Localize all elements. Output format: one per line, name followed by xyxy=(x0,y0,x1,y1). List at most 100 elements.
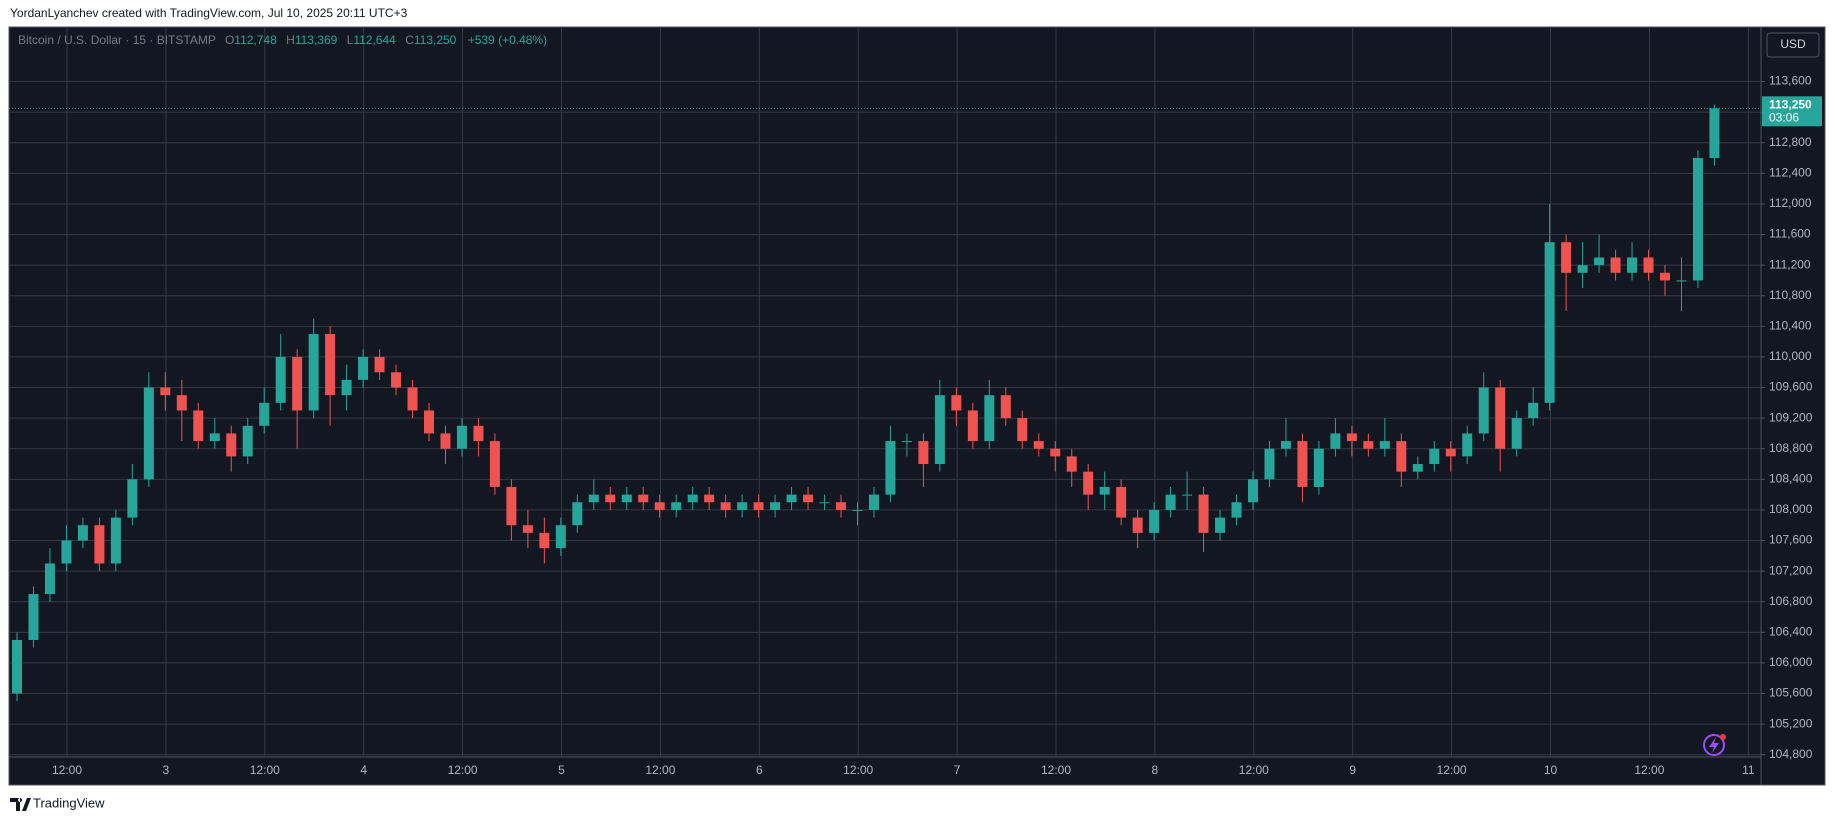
candle-body xyxy=(621,494,632,503)
candle-body xyxy=(358,356,369,380)
legend-value: 113,250 xyxy=(414,33,457,47)
x-tick-label: 12:00 xyxy=(448,763,478,777)
candle-body xyxy=(1627,257,1638,273)
candle-body xyxy=(638,494,649,503)
candle-body xyxy=(1248,479,1258,503)
candle-body xyxy=(1149,509,1160,533)
candle-body xyxy=(803,494,814,503)
x-tick-label: 8 xyxy=(1152,763,1159,777)
legend: Bitcoin / U.S. Dollar · 15 · BITSTAMP O 1… xyxy=(18,33,547,47)
x-tick-label: 3 xyxy=(163,763,170,777)
candle-body xyxy=(1264,448,1275,480)
legend-symbol: Bitcoin / U.S. Dollar · 15 · BITSTAMP xyxy=(18,33,216,47)
x-tick-label: 12:00 xyxy=(645,763,675,777)
y-tick-label: 112,800 xyxy=(1769,135,1812,149)
tv-logo-mark xyxy=(10,798,31,811)
candle-body xyxy=(1511,418,1522,449)
candle-body xyxy=(1297,441,1308,487)
y-tick-label: 108,000 xyxy=(1769,502,1813,516)
candle-body xyxy=(1660,272,1670,281)
candle-body xyxy=(1050,448,1061,457)
candle-body xyxy=(407,387,418,411)
candle-body xyxy=(12,639,22,694)
y-tick-label: 111,200 xyxy=(1769,257,1811,271)
candle-body xyxy=(588,494,599,503)
candle-body xyxy=(786,494,797,503)
candle-body xyxy=(967,410,978,442)
currency-button[interactable] xyxy=(1766,32,1820,58)
x-tick-label: 5 xyxy=(558,763,565,777)
candle-body xyxy=(456,425,467,449)
y-tick-label: 106,000 xyxy=(1769,655,1813,669)
candle-body xyxy=(1231,502,1242,518)
candle-body xyxy=(193,410,204,442)
candle-body xyxy=(555,525,566,549)
legend-key: O xyxy=(225,33,234,47)
candle-body xyxy=(1215,517,1226,533)
y-tick-label: 110,400 xyxy=(1769,319,1812,333)
y-tick-label: 112,400 xyxy=(1769,166,1812,180)
candle-body xyxy=(687,494,698,503)
legend-value: 112,644 xyxy=(353,33,396,47)
candle-body xyxy=(143,387,154,480)
x-tick-label: 12:00 xyxy=(250,763,280,777)
y-tick-label: 107,200 xyxy=(1769,563,1813,577)
y-tick-label: 110,800 xyxy=(1769,288,1812,302)
candle-body xyxy=(1594,257,1605,266)
alert-icon[interactable] xyxy=(1703,734,1726,756)
candles xyxy=(12,104,1720,702)
candle-body xyxy=(572,502,583,526)
y-tick-label: 108,800 xyxy=(1769,441,1813,455)
legend-key: L xyxy=(347,33,354,47)
candle-body xyxy=(836,502,846,510)
y-tick-label: 110,000 xyxy=(1769,349,1812,363)
candle-body xyxy=(374,356,385,373)
x-tick-label: 11 xyxy=(1742,763,1755,777)
candle-body xyxy=(1396,441,1407,472)
candle-body xyxy=(770,502,781,510)
candle-body xyxy=(539,532,550,549)
candle-body xyxy=(1017,418,1028,442)
candle-body xyxy=(292,356,303,411)
candle-body xyxy=(1165,494,1176,510)
candle-body xyxy=(934,395,945,465)
candle-body xyxy=(1528,402,1539,419)
y-tick-label: 108,400 xyxy=(1769,471,1813,485)
candle-body xyxy=(1280,441,1291,449)
candle-body xyxy=(1346,433,1357,442)
candle-body xyxy=(868,494,879,510)
legend-key: H xyxy=(286,33,295,47)
candle-body xyxy=(605,494,616,503)
candle-body xyxy=(1330,433,1341,449)
candle-body xyxy=(1363,441,1374,449)
candle-body xyxy=(984,395,995,442)
candle-body xyxy=(1116,486,1127,518)
caption: YordanLyanchev created with TradingView.… xyxy=(10,6,408,20)
candle-body xyxy=(1643,257,1654,273)
candle-body xyxy=(127,479,138,518)
x-tick-label: 7 xyxy=(954,763,961,777)
alert-ring xyxy=(1703,734,1725,756)
x-tick-label: 12:00 xyxy=(1239,763,1269,777)
candle-body xyxy=(110,517,121,564)
candle-body xyxy=(1429,448,1440,465)
x-tick-label: 12:00 xyxy=(1437,763,1467,777)
y-tick-label: 105,200 xyxy=(1769,716,1813,730)
candle-body xyxy=(1709,108,1720,159)
candle-body xyxy=(852,509,863,511)
candle-body xyxy=(737,502,748,510)
candle-body xyxy=(275,356,286,403)
candle-body xyxy=(1099,486,1110,495)
x-tick-label: 12:00 xyxy=(1041,763,1071,777)
legend-change: +539 (+0.48%) xyxy=(468,33,547,47)
candle-body xyxy=(671,502,682,510)
candle-body xyxy=(704,494,715,503)
candle-body xyxy=(1313,448,1324,487)
candle-body xyxy=(901,441,912,443)
x-tick-label: 4 xyxy=(360,763,367,777)
brand: TradingView xyxy=(33,795,105,810)
candle-body xyxy=(753,502,764,510)
tv-logo: TradingView xyxy=(10,795,105,811)
